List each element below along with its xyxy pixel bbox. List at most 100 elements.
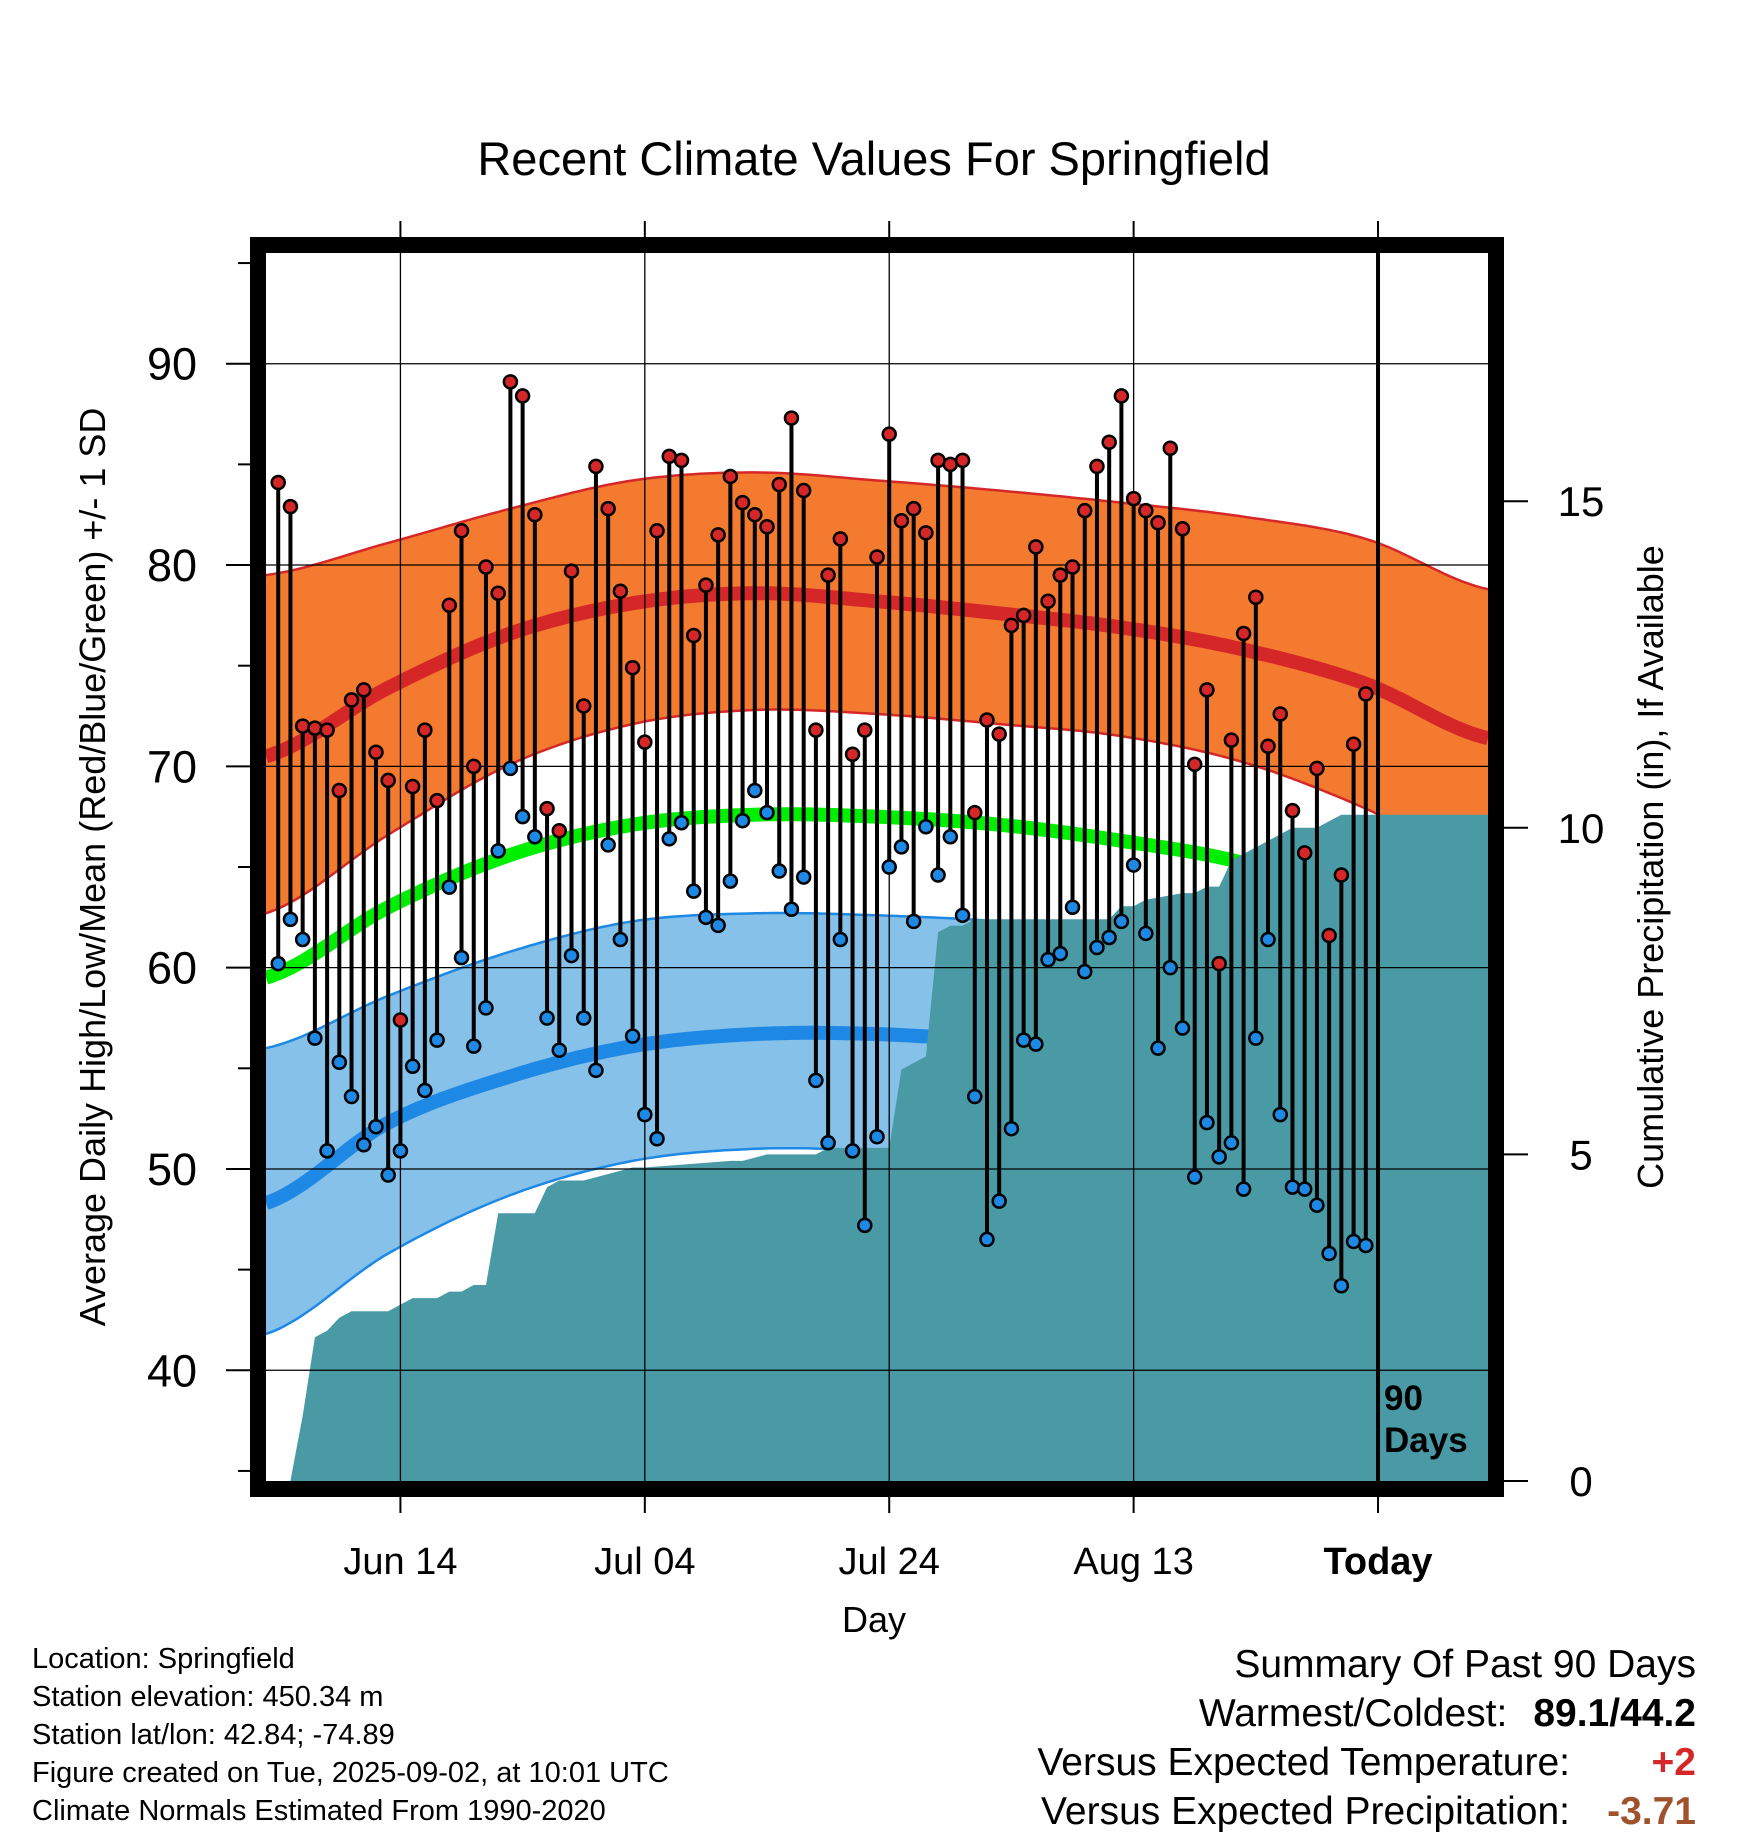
daily-low-point (502, 760, 519, 777)
daily-high-point (453, 523, 470, 539)
daily-high-point (918, 525, 934, 541)
daily-low-point (612, 931, 629, 948)
daily-low-point (637, 1106, 653, 1123)
daily-low-point (588, 1062, 604, 1079)
daily-high-point (1309, 760, 1325, 777)
y-tick-label: 50 (147, 1144, 197, 1195)
daily-high-point (441, 597, 458, 614)
daily-high-point (1125, 490, 1142, 507)
x-tick-label: Aug 13 (1073, 1541, 1193, 1583)
daily-low-point (270, 955, 286, 972)
daily-low-point (881, 859, 897, 875)
daily-high-point (1089, 458, 1105, 475)
daily-high-point (954, 452, 971, 469)
daily-low-point (1358, 1237, 1374, 1254)
daily-high-point (1040, 593, 1056, 610)
daily-low-point (857, 1217, 873, 1234)
daily-high-point (356, 682, 372, 698)
axes: 40 50 60 70 80 90 0 5 10 15 Jun 14 Jul 04 Jul 24 Aug … (147, 221, 1604, 1583)
daily-low-point (649, 1131, 665, 1147)
daily-low-point (1113, 913, 1130, 930)
daily-high-point (1272, 706, 1289, 722)
daily-low-point (1235, 1181, 1252, 1197)
y-axis-label: Average Daily High/Low/Mean (Red/Blue/Gr… (72, 408, 113, 1327)
summary-precip-row: Versus Expected Precipitation: -3.71 (1037, 1787, 1696, 1836)
daily-high-point (808, 722, 824, 738)
y-tick-label: 60 (147, 943, 197, 994)
daily-high-point (1101, 434, 1117, 450)
daily-high-point (991, 726, 1007, 742)
daily-low-point (1248, 1030, 1264, 1046)
y2-axis-label: Cumulative Precipitation (in), If Availa… (1630, 545, 1671, 1189)
daily-low-point (478, 1000, 494, 1016)
daily-high-point (722, 468, 739, 485)
y-tick-label: 70 (147, 741, 197, 792)
summary-temp-label: Versus Expected Temperature: (1037, 1741, 1570, 1784)
daily-low-point (600, 837, 616, 853)
daily-low-point (356, 1137, 372, 1153)
daily-high-point (1076, 502, 1093, 519)
daily-low-point (1125, 857, 1142, 873)
daily-low-point (343, 1088, 360, 1105)
daily-high-point (893, 512, 910, 529)
daily-high-point (1003, 617, 1020, 634)
daily-low-point (368, 1118, 384, 1135)
daily-low-point (905, 913, 922, 930)
daily-low-point (404, 1058, 421, 1075)
daily-low-point (685, 883, 702, 899)
chart-title: Recent Climate Values For Springfield (477, 132, 1270, 185)
y2-tick-label: 0 (1569, 1458, 1592, 1505)
summary-warm-cold-row: Warmest/Coldest: 89.1/44.2 (1037, 1689, 1696, 1738)
daily-high-point (881, 426, 897, 442)
daily-low-point (575, 1010, 592, 1026)
daily-low-point (624, 1028, 641, 1044)
summary-precip-label: Versus Expected Precipitation: (1041, 1790, 1570, 1833)
daily-high-point (539, 800, 555, 817)
high-upper-edge (266, 471, 1488, 591)
data-marks (270, 374, 1374, 1294)
summary-warm-cold-label: Warmest/Coldest: (1198, 1692, 1508, 1735)
today-label-count: 90 (1384, 1379, 1423, 1418)
daily-low-point (294, 931, 311, 948)
daily-high-point (294, 718, 311, 734)
daily-low-point (380, 1167, 396, 1183)
daily-high-point (429, 792, 445, 809)
summary-panel: Summary Of Past 90 Days Warmest/Coldest:… (1037, 1640, 1696, 1836)
daily-low-point (307, 1030, 323, 1046)
daily-high-point (368, 744, 384, 761)
station-info: Location: Springfield Station elevation:… (32, 1640, 669, 1830)
daily-low-point (453, 949, 470, 966)
daily-low-point (1309, 1197, 1325, 1213)
daily-high-point (1211, 955, 1227, 972)
daily-high-point (637, 734, 653, 750)
y2-tick-label: 10 (1558, 805, 1605, 852)
daily-low-point (808, 1072, 824, 1089)
daily-high-point (1260, 738, 1276, 754)
daily-high-point (1113, 388, 1130, 404)
daily-high-point (1284, 802, 1301, 819)
daily-high-point (624, 659, 641, 676)
daily-low-point (392, 1143, 409, 1159)
info-location: Location: Springfield (32, 1643, 295, 1675)
daily-low-point (539, 1010, 555, 1026)
daily-low-point (1211, 1149, 1227, 1165)
daily-low-point (441, 879, 458, 895)
summary-temp-value: +2 (1651, 1741, 1696, 1784)
x-tick-label: Jul 24 (839, 1541, 940, 1583)
daily-low-point (1333, 1277, 1350, 1294)
daily-high-point (1199, 682, 1215, 698)
daily-low-point (514, 808, 531, 825)
daily-low-point (1064, 899, 1081, 916)
daily-high-point (1333, 867, 1350, 883)
daily-low-point (734, 812, 751, 829)
daily-low-point (1028, 1036, 1044, 1052)
daily-high-point (551, 823, 568, 839)
daily-high-point (588, 458, 604, 475)
daily-high-point (783, 410, 800, 426)
plot-frame (250, 237, 1504, 1497)
daily-high-point (1345, 736, 1362, 752)
daily-low-point (893, 839, 910, 855)
info-created: Figure created on Tue, 2025-09-02, at 10… (32, 1757, 669, 1789)
daily-high-point (734, 494, 751, 511)
daily-high-point (857, 722, 873, 738)
